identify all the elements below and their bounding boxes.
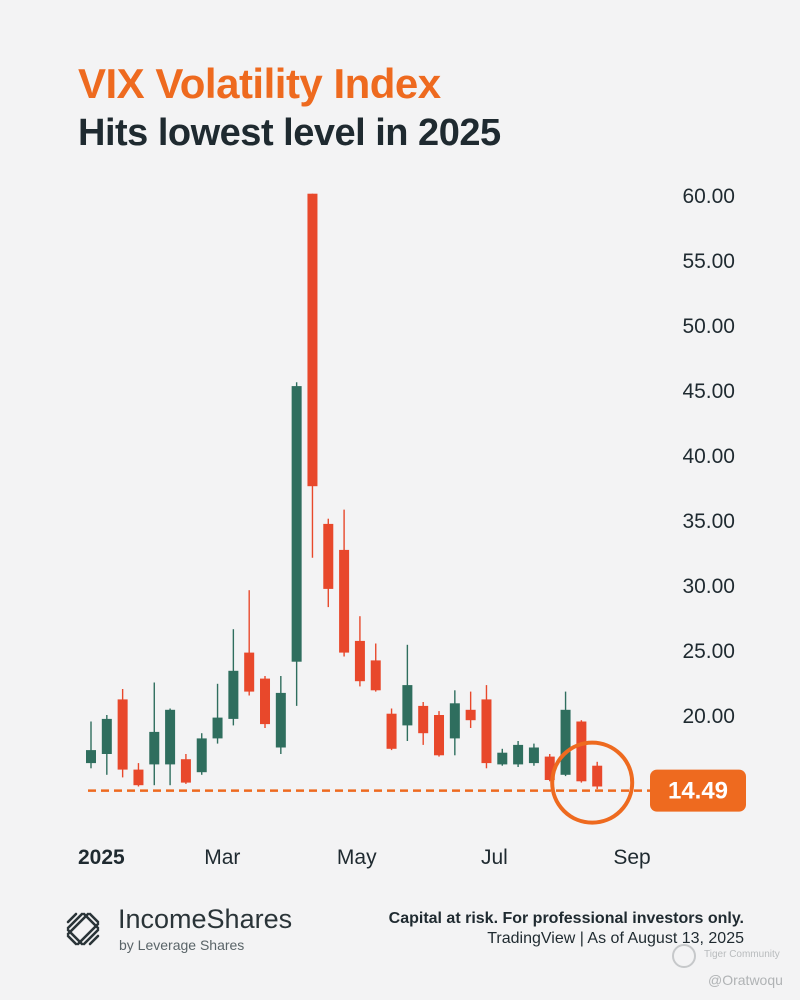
chart-title: VIX Volatility Index — [78, 60, 441, 107]
candle-12 — [275, 676, 286, 754]
candle-21 — [418, 702, 429, 745]
candle-26 — [497, 748, 508, 766]
candle-30 — [560, 691, 571, 777]
candle-17 — [354, 616, 365, 687]
candle-9 — [228, 629, 239, 726]
candle-body-down — [481, 699, 492, 764]
candle-6 — [180, 754, 191, 784]
candle-28 — [528, 743, 539, 766]
candle-7 — [196, 733, 207, 775]
y-axis-ticks: 60.00 55.00 50.00 45.00 40.00 35.00 30.00 25.00… — [682, 185, 735, 728]
y-tick-label: 45.00 — [682, 380, 735, 403]
x-tick-label: May — [337, 846, 377, 869]
reference-badge: 14.49 — [650, 769, 746, 812]
candle-body-up — [165, 709, 176, 765]
candle-31 — [576, 720, 587, 783]
candle-body-up — [275, 692, 286, 748]
candle-15 — [323, 518, 334, 608]
candle-body-down — [544, 756, 555, 780]
brand-subtitle: by Leverage Shares — [119, 937, 245, 953]
candle-3 — [133, 763, 144, 787]
candle-body-up — [528, 747, 539, 764]
candle-body-up — [291, 386, 302, 662]
candle-body-down — [133, 769, 144, 786]
candle-22 — [434, 711, 445, 757]
candle-16 — [339, 509, 350, 657]
candle-body-down — [592, 765, 603, 787]
x-tick-label: 2025 — [78, 846, 125, 869]
y-tick-label: 30.00 — [682, 575, 735, 598]
candle-2 — [117, 689, 128, 778]
incomeshares-logo-icon — [66, 912, 100, 946]
x-axis-ticks: 2025 Mar May Jul Sep — [78, 846, 651, 869]
candle-body-down — [117, 699, 128, 770]
candle-1 — [101, 715, 112, 775]
candle-body-down — [370, 660, 381, 691]
candle-body-down — [465, 709, 476, 721]
highlight-circle — [550, 740, 635, 825]
candle-body-down — [386, 713, 397, 749]
candle-body-up — [497, 752, 508, 765]
candle-0 — [86, 721, 96, 769]
candle-19 — [386, 708, 397, 751]
candle-body-up — [212, 717, 223, 739]
candle-32 — [592, 761, 603, 790]
watermark-name: Tiger Community — [704, 949, 780, 960]
candle-body-up — [513, 744, 524, 765]
candle-body-up — [149, 731, 160, 765]
y-tick-label: 40.00 — [682, 445, 735, 468]
y-tick-label: 55.00 — [682, 250, 735, 273]
candle-24 — [465, 691, 476, 728]
candle-body-up — [101, 718, 112, 754]
candle-body-down — [576, 721, 587, 782]
brand-name: IncomeShares — [118, 904, 293, 934]
tiger-icon — [672, 944, 696, 968]
candle-body-up — [560, 709, 571, 775]
candle-27 — [513, 741, 524, 767]
candle-body-down — [339, 549, 350, 653]
candle-body-down — [260, 678, 271, 725]
vix-candlestick-chart: 60.00 55.00 50.00 45.00 40.00 35.00 30.00 25.00… — [78, 185, 746, 869]
watermark-handle: @Oratwoqu — [708, 972, 783, 988]
candle-25 — [481, 685, 492, 769]
candle-body-down — [434, 715, 445, 756]
candle-body-down — [180, 759, 191, 783]
y-tick-label: 35.00 — [682, 510, 735, 533]
y-tick-label: 50.00 — [682, 315, 735, 338]
x-tick-label: Jul — [481, 846, 508, 869]
candles-group — [86, 193, 603, 790]
candle-body-down — [244, 652, 255, 692]
candle-14 — [307, 193, 318, 558]
y-tick-label: 60.00 — [682, 185, 735, 208]
x-tick-label: Mar — [204, 846, 240, 869]
source-text: TradingView | As of August 13, 2025 — [487, 930, 744, 947]
candle-body-down — [418, 705, 429, 734]
chart-subtitle: Hits lowest level in 2025 — [78, 112, 501, 154]
candle-20 — [402, 644, 413, 741]
candle-body-down — [307, 193, 318, 487]
reference-badge-bg — [650, 769, 746, 812]
candle-body-up — [449, 703, 460, 739]
candle-body-down — [323, 523, 334, 589]
candle-10 — [244, 590, 255, 696]
y-tick-label: 25.00 — [682, 640, 735, 663]
candle-13 — [291, 382, 302, 706]
disclaimer-text: Capital at risk. For professional invest… — [388, 910, 744, 927]
candle-29 — [544, 754, 555, 782]
candle-4 — [149, 682, 160, 786]
candle-body-up — [86, 750, 96, 764]
candle-5 — [165, 708, 176, 786]
candle-body-down — [354, 640, 365, 682]
candle-18 — [370, 643, 381, 692]
candle-body-up — [402, 685, 413, 726]
candle-8 — [212, 683, 223, 744]
candle-23 — [449, 690, 460, 756]
candle-body-up — [228, 670, 239, 719]
reference-badge-label: 14.49 — [668, 778, 728, 805]
candle-11 — [260, 676, 271, 728]
candle-body-up — [196, 738, 207, 773]
x-tick-label: Sep — [613, 846, 650, 869]
y-tick-label: 20.00 — [682, 705, 735, 728]
